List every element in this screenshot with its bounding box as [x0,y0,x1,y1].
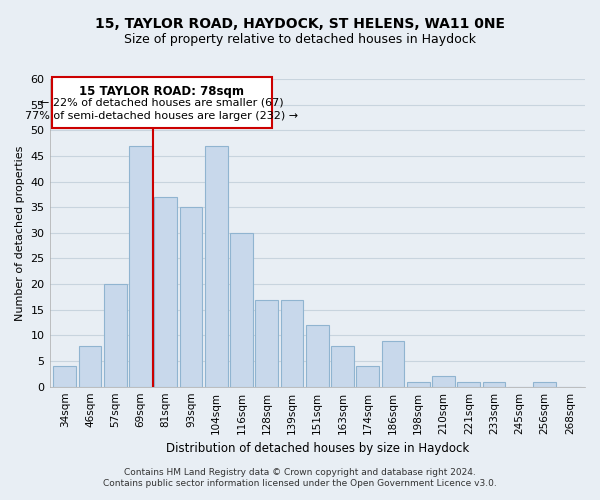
Bar [483,382,505,386]
Bar [533,382,556,386]
Bar [281,300,304,386]
Text: Size of property relative to detached houses in Haydock: Size of property relative to detached ho… [124,32,476,46]
Bar [179,207,202,386]
Bar [79,346,101,387]
Bar [432,376,455,386]
Bar [331,346,354,387]
Text: Contains HM Land Registry data © Crown copyright and database right 2024.
Contai: Contains HM Land Registry data © Crown c… [103,468,497,487]
Text: 15 TAYLOR ROAD: 78sqm: 15 TAYLOR ROAD: 78sqm [79,85,244,98]
Text: 15, TAYLOR ROAD, HAYDOCK, ST HELENS, WA11 0NE: 15, TAYLOR ROAD, HAYDOCK, ST HELENS, WA1… [95,18,505,32]
Text: 77% of semi-detached houses are larger (232) →: 77% of semi-detached houses are larger (… [25,111,298,121]
FancyBboxPatch shape [52,78,272,128]
Text: ← 22% of detached houses are smaller (67): ← 22% of detached houses are smaller (67… [40,98,284,108]
Bar [129,146,152,386]
Bar [53,366,76,386]
Bar [457,382,480,386]
Bar [104,284,127,386]
Bar [382,340,404,386]
Bar [256,300,278,386]
Bar [230,233,253,386]
Bar [205,146,227,386]
Bar [306,325,329,386]
Bar [407,382,430,386]
Bar [356,366,379,386]
Bar [154,197,177,386]
X-axis label: Distribution of detached houses by size in Haydock: Distribution of detached houses by size … [166,442,469,455]
Y-axis label: Number of detached properties: Number of detached properties [15,145,25,320]
